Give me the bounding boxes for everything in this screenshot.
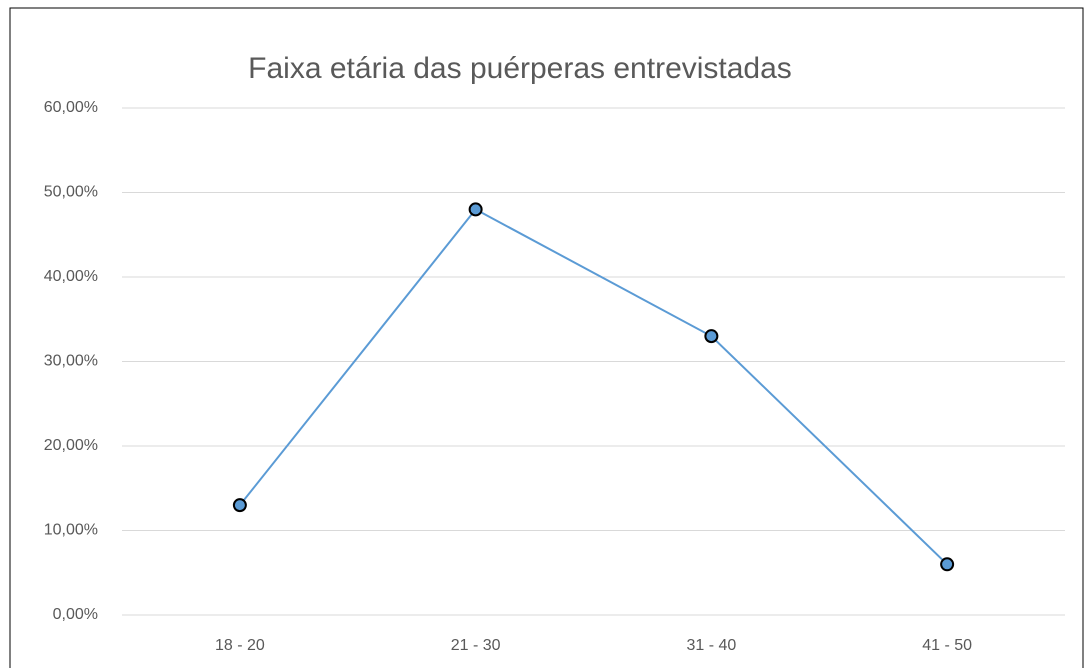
y-tick-label: 60,00% (44, 99, 98, 116)
marker (704, 329, 719, 344)
y-tick-label: 40,00% (44, 268, 98, 285)
y-tick-label: 30,00% (44, 353, 98, 370)
y-tick-label: 20,00% (44, 437, 98, 454)
y-tick-label: 50,00% (44, 184, 98, 201)
y-tick-label: 10,00% (44, 522, 98, 539)
marker (468, 202, 483, 217)
chart-title: Faixa etária das puérperas entrevistadas (248, 52, 792, 85)
x-tick-label: 21 - 30 (451, 637, 501, 654)
x-tick-label: 18 - 20 (215, 637, 265, 654)
marker (232, 498, 247, 513)
marker (940, 557, 955, 572)
y-tick-label: 0,00% (53, 606, 98, 623)
x-tick-label: 31 - 40 (686, 637, 736, 654)
x-tick-label: 41 - 50 (922, 637, 972, 654)
chart-border (9, 7, 1084, 668)
line (239, 208, 948, 566)
